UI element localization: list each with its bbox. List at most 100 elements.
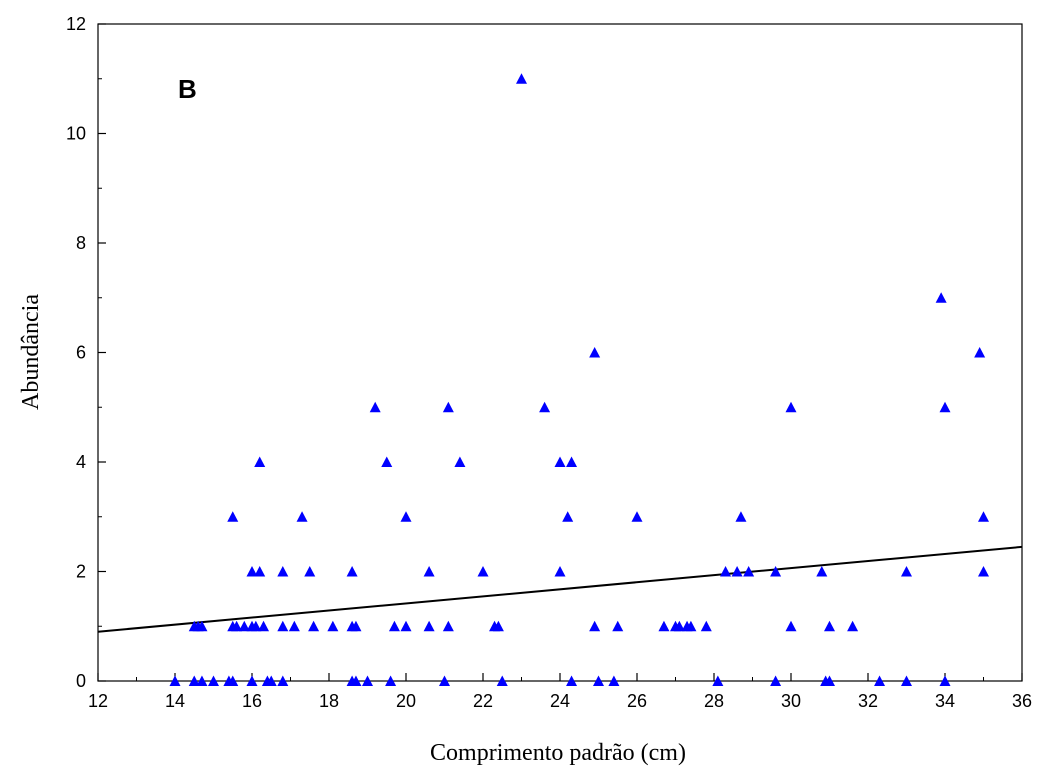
data-point — [346, 566, 358, 577]
data-point — [743, 566, 755, 577]
data-point — [735, 511, 747, 522]
x-tick-label: 26 — [627, 691, 647, 711]
plot-frame — [97, 23, 1023, 682]
data-point — [350, 620, 362, 632]
data-point — [731, 566, 743, 577]
data-point — [974, 347, 986, 358]
data-point — [188, 675, 200, 686]
x-tick-label: 12 — [88, 691, 108, 711]
data-point — [939, 675, 951, 686]
data-point — [400, 511, 412, 522]
data-point — [254, 566, 266, 577]
data-point — [423, 566, 435, 577]
x-tick-label: 32 — [858, 691, 878, 711]
data-point — [785, 401, 797, 413]
regression-line — [97, 545, 1023, 633]
data-point — [901, 566, 912, 577]
data-point — [454, 456, 466, 467]
data-point — [169, 675, 181, 686]
data-point — [496, 675, 508, 686]
data-point — [277, 675, 289, 686]
data-point — [208, 675, 219, 686]
data-point — [277, 620, 289, 632]
trend-line-layer — [97, 545, 1023, 633]
data-point — [277, 566, 289, 577]
x-axis-title: Comprimento padrão (cm) — [430, 740, 686, 766]
y-axis-title: Abundância — [18, 294, 44, 410]
data-point — [562, 511, 574, 522]
data-point — [824, 675, 835, 686]
data-point — [935, 292, 947, 303]
data-point — [196, 675, 208, 686]
plot-border — [97, 23, 1023, 682]
data-point — [308, 620, 320, 632]
data-point — [258, 620, 270, 632]
data-point — [978, 566, 989, 577]
panel-label: B — [178, 74, 197, 104]
data-point — [631, 511, 643, 522]
data-point — [381, 456, 393, 467]
data-point — [685, 620, 697, 632]
data-point — [304, 566, 316, 577]
data-point — [442, 620, 454, 632]
data-point — [720, 566, 732, 577]
x-tick-label: 20 — [396, 691, 416, 711]
data-point — [385, 675, 397, 686]
y-tick-label: 6 — [76, 343, 86, 363]
data-point — [254, 456, 266, 467]
y-tick-label: 8 — [76, 233, 86, 253]
y-tick-label: 12 — [66, 14, 86, 34]
data-point — [327, 620, 339, 632]
x-tick-label: 16 — [242, 691, 262, 711]
data-point — [658, 620, 670, 632]
data-point — [442, 401, 454, 413]
data-point — [246, 566, 258, 577]
data-point — [362, 675, 373, 686]
y-tick-label: 4 — [76, 452, 86, 472]
data-point — [978, 511, 989, 522]
data-point — [539, 401, 551, 413]
data-point — [847, 620, 859, 632]
y-tick-label: 2 — [76, 562, 86, 582]
x-tick-label: 24 — [550, 691, 570, 711]
data-points — [169, 73, 989, 686]
x-tick-label: 14 — [165, 691, 185, 711]
x-tick-label: 28 — [704, 691, 724, 711]
data-point — [712, 675, 724, 686]
data-point — [608, 675, 620, 686]
data-point — [516, 73, 527, 84]
data-point — [246, 675, 258, 686]
data-point — [423, 620, 435, 632]
data-point — [770, 566, 782, 577]
data-point — [196, 620, 208, 632]
data-point — [369, 401, 381, 413]
data-point — [477, 566, 489, 577]
x-tick-label: 18 — [319, 691, 339, 711]
x-tick-label: 34 — [935, 691, 955, 711]
data-point — [816, 566, 828, 577]
y-axis: 0 2 4 6 8 10 12 — [66, 14, 106, 691]
data-point — [554, 456, 566, 467]
data-point — [238, 620, 250, 632]
y-tick-label: 10 — [66, 124, 86, 144]
data-point — [673, 620, 685, 632]
x-tick-label: 22 — [473, 691, 493, 711]
data-point — [874, 675, 886, 686]
data-point — [770, 675, 782, 686]
data-point — [589, 347, 601, 358]
data-point — [901, 675, 912, 686]
data-point — [589, 620, 601, 632]
data-point — [227, 675, 239, 686]
x-tick-label: 30 — [781, 691, 801, 711]
data-point — [492, 620, 504, 632]
data-point — [250, 620, 262, 632]
data-point — [400, 620, 412, 632]
data-point — [612, 620, 624, 632]
data-point — [566, 456, 578, 467]
x-tick-label: 36 — [1012, 691, 1032, 711]
data-point — [227, 511, 239, 522]
data-point — [785, 620, 797, 632]
data-point — [296, 511, 308, 522]
